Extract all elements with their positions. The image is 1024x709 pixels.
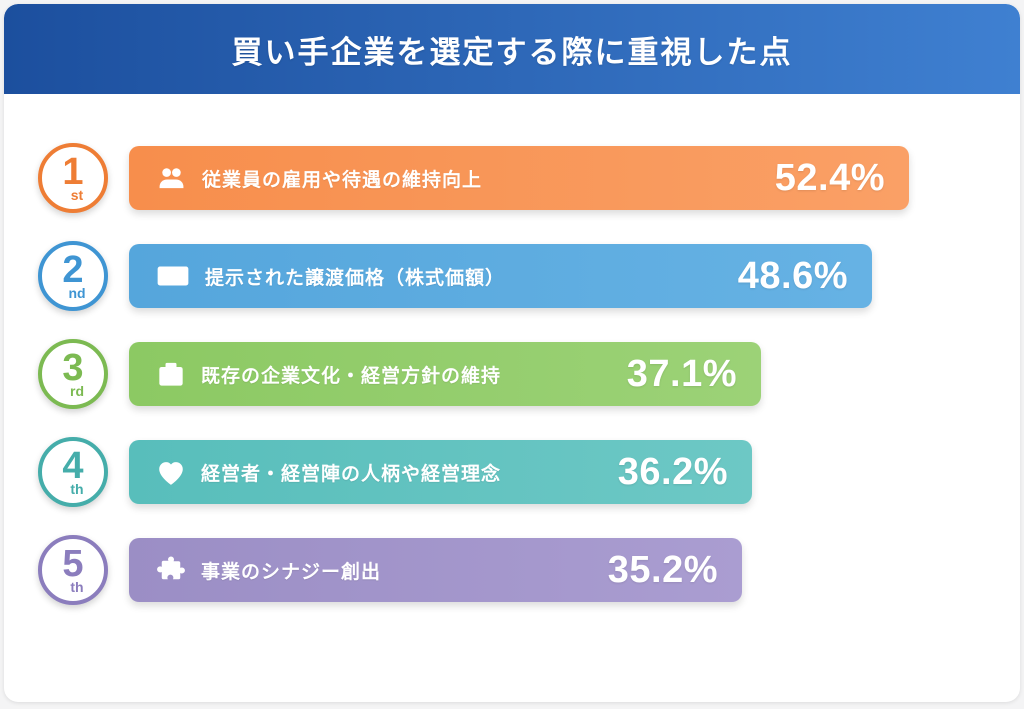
rank-badge: 5 th — [38, 535, 108, 605]
bar-value: 36.2% — [617, 450, 728, 493]
ranking-row: 2 nd 提示された譲渡価格（株式価額） 48.6% — [38, 241, 1020, 311]
rank-number: 5 — [62, 542, 84, 585]
bar-value: 37.1% — [626, 352, 737, 395]
bar-label: 事業のシナジー創出 — [201, 561, 382, 583]
ranking-bar: 経営者・経営陣の人柄や経営理念 36.2% — [129, 440, 752, 504]
ranking-row: 3 rd 既存の企業文化・経営方針の維持 37.1% — [38, 339, 1020, 409]
rank-suffix: st — [70, 187, 84, 204]
infographic-card: 買い手企業を選定する際に重視した点 1 st 従業員の雇用や待遇の維持向上 52… — [4, 4, 1020, 702]
rank-suffix: nd — [68, 285, 86, 302]
banknote-icon — [156, 263, 190, 289]
bar-label: 経営者・経営陣の人柄や経営理念 — [201, 463, 502, 485]
bar-value: 35.2% — [607, 548, 718, 591]
ranking-row: 5 th 事業のシナジー創出 35.2% — [38, 535, 1020, 605]
rank-number: 4 — [62, 444, 84, 487]
puzzle-icon — [156, 555, 186, 585]
rank-badge: 2 nd — [38, 241, 108, 311]
bar-label: 提示された譲渡価格（株式価額） — [205, 267, 506, 289]
rank-badge: 4 th — [38, 437, 108, 507]
ranking-bar: 提示された譲渡価格（株式価額） 48.6% — [129, 244, 872, 308]
ranking-row: 4 th 経営者・経営陣の人柄や経営理念 36.2% — [38, 437, 1020, 507]
bar-label: 既存の企業文化・経営方針の維持 — [201, 365, 502, 387]
title-banner: 買い手企業を選定する際に重視した点 — [4, 4, 1020, 94]
ranking-rows: 1 st 従業員の雇用や待遇の維持向上 52.4% 2 nd 提示された譲渡価格… — [4, 94, 1020, 605]
bar-value: 48.6% — [737, 254, 848, 297]
bar-value: 52.4% — [774, 156, 885, 199]
ranking-bar: 事業のシナジー創出 35.2% — [129, 538, 742, 602]
rank-suffix: th — [70, 481, 84, 498]
ranking-bar: 従業員の雇用や待遇の維持向上 52.4% — [129, 146, 909, 210]
rank-badge: 3 rd — [38, 339, 108, 409]
page-title: 買い手企業を選定する際に重視した点 — [231, 34, 793, 70]
rank-number: 2 — [62, 248, 84, 291]
heart-icon — [156, 459, 186, 486]
rank-badge: 1 st — [38, 143, 108, 213]
ranking-bar: 既存の企業文化・経営方針の維持 37.1% — [129, 342, 761, 406]
users-icon — [156, 165, 187, 191]
rank-suffix: rd — [70, 383, 84, 400]
rank-number: 1 — [62, 150, 84, 193]
rank-number: 3 — [62, 346, 84, 389]
briefcase-icon — [156, 360, 186, 388]
rank-suffix: th — [70, 579, 84, 596]
bar-label: 従業員の雇用や待遇の維持向上 — [202, 169, 483, 191]
ranking-row: 1 st 従業員の雇用や待遇の維持向上 52.4% — [38, 143, 1020, 213]
